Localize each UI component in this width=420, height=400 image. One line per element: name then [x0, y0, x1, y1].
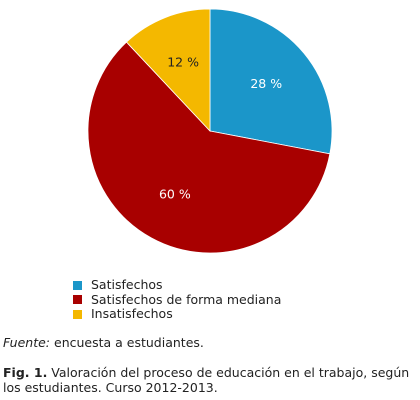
legend-item-satisfechos: Satisfechos [73, 277, 281, 293]
source-text: encuesta a estudiantes. [50, 335, 204, 350]
pie-slice-satisfechos [209, 8, 333, 155]
source-note: Fuente: encuesta a estudiantes. [3, 335, 204, 350]
pie-data-label: 12 % [167, 55, 199, 70]
legend-swatch [73, 295, 82, 305]
pie-data-label: 60 % [159, 186, 191, 201]
legend-swatch [73, 309, 82, 319]
caption-text: Valoración del proceso de educación en e… [3, 365, 410, 395]
legend-label: Satisfechos [91, 277, 163, 292]
pie-slice-insatisfechos [125, 8, 211, 133]
legend-item-insatisfechos: Insatisfechos [73, 306, 281, 322]
source-prefix: Fuente: [3, 335, 51, 350]
legend-item-satisfechos-mediana: Satisfechos de forma mediana [73, 291, 282, 308]
caption-label: Fig. 1. [3, 365, 48, 380]
pie-data-label: 28 % [250, 76, 282, 91]
legend: Satisfechos Satisfechos de forma mediana… [73, 277, 282, 322]
pie-slice-satisfechos-de-forma-mediana [87, 41, 331, 254]
legend-label: Insatisfechos [91, 306, 173, 321]
figure-caption: Fig. 1. Valoración del proceso de educac… [3, 365, 419, 395]
pie-chart: 28 % 60 % 12 % [87, 8, 333, 254]
legend-swatch [73, 280, 82, 290]
legend-label: Satisfechos de forma mediana [91, 291, 282, 307]
